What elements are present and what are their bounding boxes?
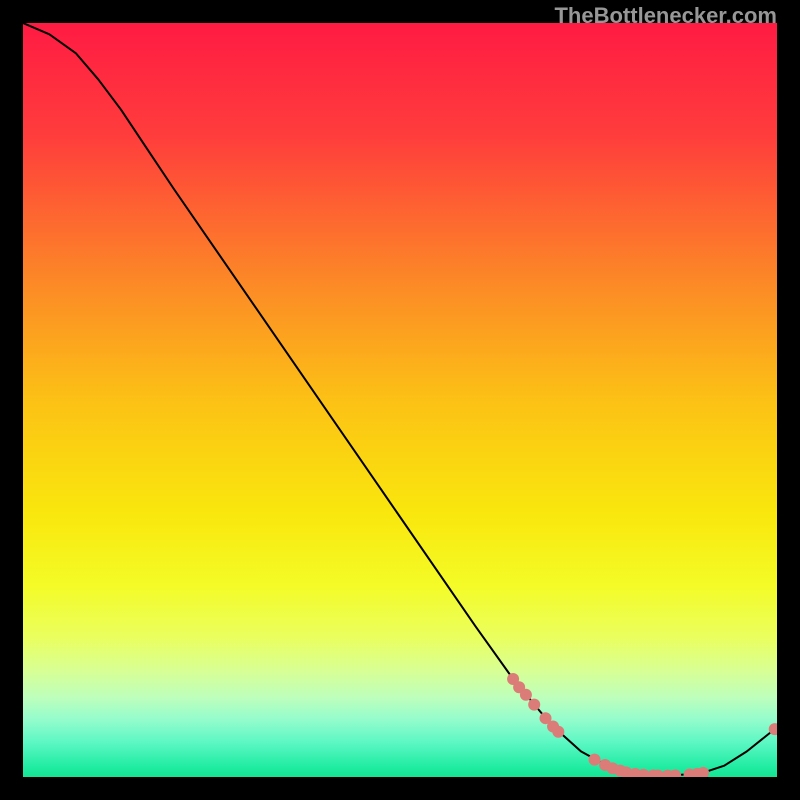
plot-svg: [23, 23, 777, 777]
plot-area: [23, 23, 777, 777]
data-marker: [552, 726, 564, 738]
watermark-text: TheBottlenecker.com: [554, 3, 777, 29]
data-marker: [520, 689, 532, 701]
data-marker: [528, 699, 540, 711]
chart-container: TheBottlenecker.com: [0, 0, 800, 800]
data-marker: [589, 754, 601, 766]
gradient-background: [23, 23, 777, 777]
